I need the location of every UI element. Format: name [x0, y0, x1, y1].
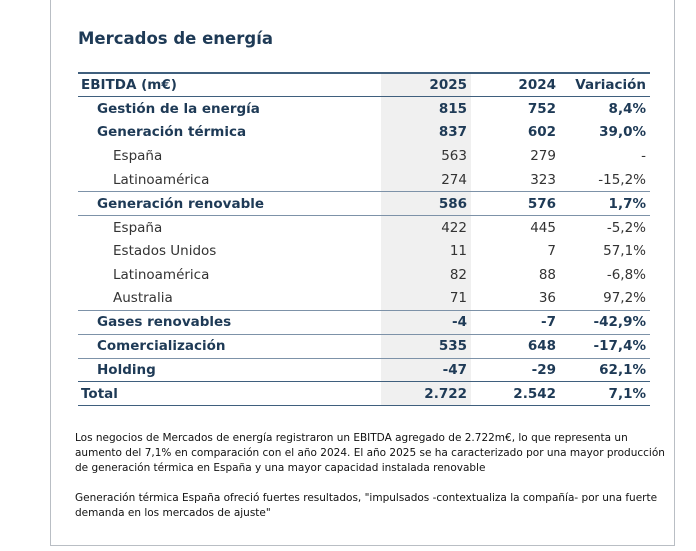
cell: -7 — [471, 310, 560, 335]
row-label: Comercialización — [78, 333, 381, 358]
cell: 752 — [527, 100, 556, 117]
cell: 7,1% — [560, 381, 650, 406]
cell: 71 — [381, 286, 471, 311]
cell: 602 — [527, 124, 556, 141]
frame — [50, 0, 675, 546]
column-header: 2024 — [518, 77, 556, 94]
row-label: España — [113, 148, 163, 165]
section-title: Mercados de energía — [78, 29, 273, 48]
table-row: Gestión de la energía 815 752 8,4% — [78, 96, 650, 121]
table-row: Latinoamérica 274 323 -15,2% — [78, 168, 650, 192]
table-row: Comercialización 535 648 -17,4% — [78, 333, 650, 358]
row-label: Latinoamérica — [113, 171, 210, 188]
paragraph: Generación térmica España ofreció fuerte… — [75, 492, 658, 519]
cell: -5,2% — [560, 215, 650, 240]
table-row: España 422 445 -5,2% — [78, 215, 650, 240]
cell: 422 — [381, 215, 471, 240]
cell: 8,4% — [608, 100, 646, 117]
cell: 445 — [471, 215, 560, 240]
row-label: Estados Unidos — [113, 243, 217, 260]
paragraph: Los negocios de Mercados de energía regi… — [75, 432, 665, 474]
cell: -15,2% — [598, 171, 646, 188]
table-body: Gestión de la energía 815 752 8,4% Generació… — [78, 96, 650, 406]
cell: -29 — [471, 357, 560, 382]
row-label: Generación térmica — [97, 124, 247, 141]
cell: 57,1% — [603, 243, 646, 260]
cell: 2.542 — [471, 381, 560, 406]
header-row: EBITDA (m€) 2025 2024 Variación — [78, 73, 650, 97]
row-label: Australia — [113, 290, 173, 307]
table-row: Latinoamérica 82 88 -6,8% — [78, 263, 650, 287]
cell: 837 — [381, 120, 471, 145]
column-header: EBITDA (m€) — [81, 77, 177, 94]
cell: 274 — [381, 168, 471, 192]
table-row: Gases renovables -4 -7 -42,9% — [78, 310, 650, 335]
cell: 2.722 — [381, 381, 471, 406]
cell: -47 — [381, 357, 471, 382]
row-label: Total — [78, 381, 381, 406]
cell: 39,0% — [599, 124, 646, 141]
table-row: Total 2.722 2.542 7,1% — [78, 381, 650, 406]
cell: 815 — [381, 96, 471, 121]
cell: -42,9% — [560, 310, 650, 335]
cell: 82 — [381, 263, 471, 287]
cell: 648 — [471, 333, 560, 358]
table-row: Holding -47 -29 62,1% — [78, 357, 650, 382]
cell: 62,1% — [560, 357, 650, 382]
cell: - — [641, 148, 646, 165]
cell: 11 — [381, 239, 471, 263]
row-label: Holding — [78, 357, 381, 382]
column-header: Variación — [575, 77, 646, 94]
cell: 323 — [530, 171, 556, 188]
ebitda-table: EBITDA (m€) 2025 2024 Variación Gestión … — [78, 72, 650, 406]
cell: 576 — [471, 191, 560, 216]
cell: 97,2% — [603, 290, 646, 307]
cell: 563 — [381, 144, 471, 168]
row-label: Generación renovable — [78, 191, 381, 216]
row-label: Latinoamérica — [113, 266, 210, 283]
table-row: Estados Unidos 11 7 57,1% — [78, 239, 650, 263]
cell: 1,7% — [560, 191, 650, 216]
table-row: Generación renovable 586 576 1,7% — [78, 191, 650, 216]
row-label: España — [78, 215, 381, 240]
cell: 586 — [381, 191, 471, 216]
column-header: 2025 — [381, 73, 471, 97]
row-label: Gestión de la energía — [97, 100, 260, 117]
cell: 535 — [381, 333, 471, 358]
cell: 36 — [538, 290, 556, 307]
row-label: Gases renovables — [78, 310, 381, 335]
cell: 88 — [538, 266, 556, 283]
cell: -6,8% — [606, 266, 646, 283]
cell: -17,4% — [560, 333, 650, 358]
table-row: España 563 279 - — [78, 144, 650, 168]
table-row: Generación térmica 837 602 39,0% — [78, 120, 650, 145]
cell: -4 — [381, 310, 471, 335]
cell: 279 — [530, 148, 556, 165]
cell: 7 — [547, 243, 556, 260]
table-row: Australia 71 36 97,2% — [78, 286, 650, 311]
